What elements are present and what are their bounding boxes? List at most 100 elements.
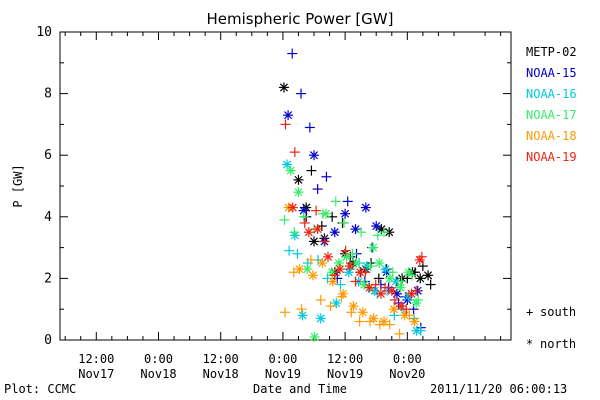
south-point xyxy=(289,147,300,158)
south-point xyxy=(311,205,322,216)
north-point xyxy=(351,258,362,268)
north-point xyxy=(344,261,355,272)
north-point xyxy=(309,331,320,342)
legend: METP-02 NOAA-15 NOAA-16 NOAA-17 NOAA-18 NOAA-… xyxy=(526,42,577,168)
x-axis-label: Date and Time xyxy=(253,382,347,396)
north-marker-key: * north xyxy=(526,328,576,360)
south-label: south xyxy=(540,305,577,319)
south-point xyxy=(298,211,309,222)
north-point xyxy=(348,301,359,312)
south-point xyxy=(312,184,323,195)
north-point xyxy=(378,316,389,327)
south-point xyxy=(401,304,412,315)
north-point xyxy=(285,165,296,176)
north-point xyxy=(327,276,338,287)
south-point xyxy=(287,48,298,59)
south-point xyxy=(339,217,350,228)
north-point xyxy=(414,254,425,265)
north-point xyxy=(341,251,352,262)
north-point xyxy=(386,285,397,296)
south-point xyxy=(279,307,290,318)
south-point xyxy=(299,217,310,228)
north-point xyxy=(411,298,422,309)
south-point xyxy=(340,245,351,256)
south-point xyxy=(296,88,307,99)
south-point xyxy=(306,165,317,176)
south-point xyxy=(304,122,315,133)
south-point xyxy=(284,245,295,256)
south-point xyxy=(321,171,332,182)
south-point xyxy=(354,316,365,327)
north-point xyxy=(396,301,407,312)
north-point xyxy=(423,270,434,281)
north-point xyxy=(368,242,379,253)
x-tick-date-label: Nov17 xyxy=(78,367,114,381)
north-point xyxy=(409,316,420,327)
north-point xyxy=(399,310,410,321)
asterisk-icon: * xyxy=(526,337,534,351)
north-point xyxy=(282,159,293,170)
north-point xyxy=(368,313,379,324)
north-point xyxy=(320,208,331,219)
north-point xyxy=(371,221,382,232)
north-point xyxy=(343,267,354,278)
south-point xyxy=(279,214,290,225)
legend-entry: NOAA-15 xyxy=(526,66,577,80)
south-point xyxy=(396,276,407,287)
data-marks xyxy=(278,48,436,342)
north-point xyxy=(384,227,395,238)
south-point xyxy=(319,236,330,247)
legend-entry: NOAA-16 xyxy=(526,87,577,101)
north-point xyxy=(406,288,417,299)
north-point xyxy=(415,273,426,284)
x-tick-time-label: 12:00 xyxy=(78,352,114,366)
south-point xyxy=(305,254,316,265)
north-point xyxy=(293,187,304,198)
south-point xyxy=(330,196,341,207)
legend-entry: NOAA-19 xyxy=(526,150,577,164)
south-point xyxy=(329,270,340,281)
south-point xyxy=(394,328,405,339)
south-point xyxy=(378,227,389,238)
y-tick-label: 10 xyxy=(36,25,52,40)
north-label: north xyxy=(540,337,577,351)
south-point xyxy=(322,273,333,284)
south-point xyxy=(292,248,303,259)
south-point xyxy=(389,294,400,305)
plot-frame xyxy=(59,31,512,341)
north-point xyxy=(283,110,294,121)
x-tick-time-label: 0:00 xyxy=(144,352,173,366)
x-tick-date-label: Nov19 xyxy=(265,367,301,381)
north-point xyxy=(355,267,366,278)
north-point xyxy=(375,288,386,299)
south-point xyxy=(372,230,383,241)
north-point xyxy=(278,82,289,93)
south-point xyxy=(296,304,307,315)
y-axis-label: P [GW] xyxy=(11,164,25,207)
north-point xyxy=(298,205,309,216)
legend-entry: METP-02 xyxy=(526,45,577,59)
north-point xyxy=(331,298,342,309)
x-tick-time-label: 0:00 xyxy=(268,352,297,366)
chart-title: Hemispheric Power [GW] xyxy=(206,10,394,28)
y-tick-label: 6 xyxy=(44,148,52,163)
north-point xyxy=(360,202,371,213)
north-point xyxy=(374,258,385,268)
north-point xyxy=(350,224,361,235)
legend-entry: NOAA-17 xyxy=(526,108,577,122)
north-point xyxy=(303,227,314,238)
north-point xyxy=(307,270,318,281)
north-point xyxy=(359,279,370,290)
south-point xyxy=(342,196,353,207)
north-point xyxy=(315,313,326,324)
south-point xyxy=(356,227,367,238)
x-tick-time-label: 0:00 xyxy=(393,352,422,366)
plus-icon: + xyxy=(526,305,534,319)
north-point xyxy=(312,224,323,235)
y-tick-label: 2 xyxy=(44,271,52,286)
marker-key: + south * north xyxy=(526,296,576,360)
south-point xyxy=(280,119,291,130)
x-tick-date-label: Nov18 xyxy=(140,367,176,381)
north-point xyxy=(293,174,304,185)
